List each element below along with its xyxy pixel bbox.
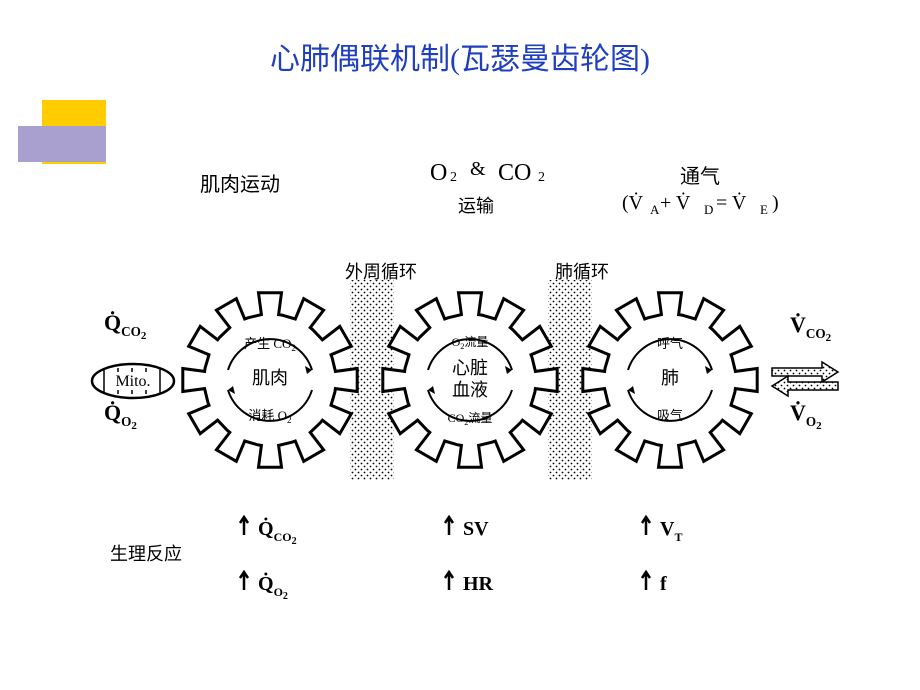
svg-text:呼气: 呼气 bbox=[657, 336, 683, 351]
svg-text:吸气: 吸气 bbox=[657, 408, 683, 423]
svg-text:产生 CO2: 产生 CO2 bbox=[244, 336, 296, 353]
svg-text:肌肉: 肌肉 bbox=[252, 368, 288, 388]
svg-text:V̇CO2: V̇CO2 bbox=[790, 312, 832, 344]
svg-text:O2流量: O2流量 bbox=[452, 335, 489, 351]
svg-text:HR: HR bbox=[463, 573, 494, 595]
svg-text:肺: 肺 bbox=[661, 368, 679, 388]
svg-text:Q̇O2: Q̇O2 bbox=[104, 400, 137, 432]
label-physio: 生理反应 bbox=[110, 540, 182, 566]
svg-text:血液: 血液 bbox=[452, 380, 488, 400]
svg-text:V̇O2: V̇O2 bbox=[790, 400, 822, 432]
svg-text:Mito.: Mito. bbox=[115, 373, 150, 390]
svg-text:f: f bbox=[660, 573, 667, 595]
svg-text:心脏: 心脏 bbox=[452, 358, 488, 378]
gear-diagram: 肌肉 产生 CO2 消耗 O2 心脏血液 O2流量 CO2流量 肺 呼气吸气 Mito. Q̇CO… bbox=[0, 0, 920, 690]
svg-text:Q̇CO2: Q̇CO2 bbox=[258, 516, 297, 547]
svg-text:CO2流量: CO2流量 bbox=[448, 411, 493, 427]
svg-text:VT: VT bbox=[660, 518, 682, 544]
svg-text:Q̇CO2: Q̇CO2 bbox=[104, 310, 147, 342]
svg-text:消耗 O2: 消耗 O2 bbox=[248, 408, 292, 425]
svg-text:SV: SV bbox=[463, 518, 489, 540]
svg-text:Q̇O2: Q̇O2 bbox=[258, 571, 288, 602]
